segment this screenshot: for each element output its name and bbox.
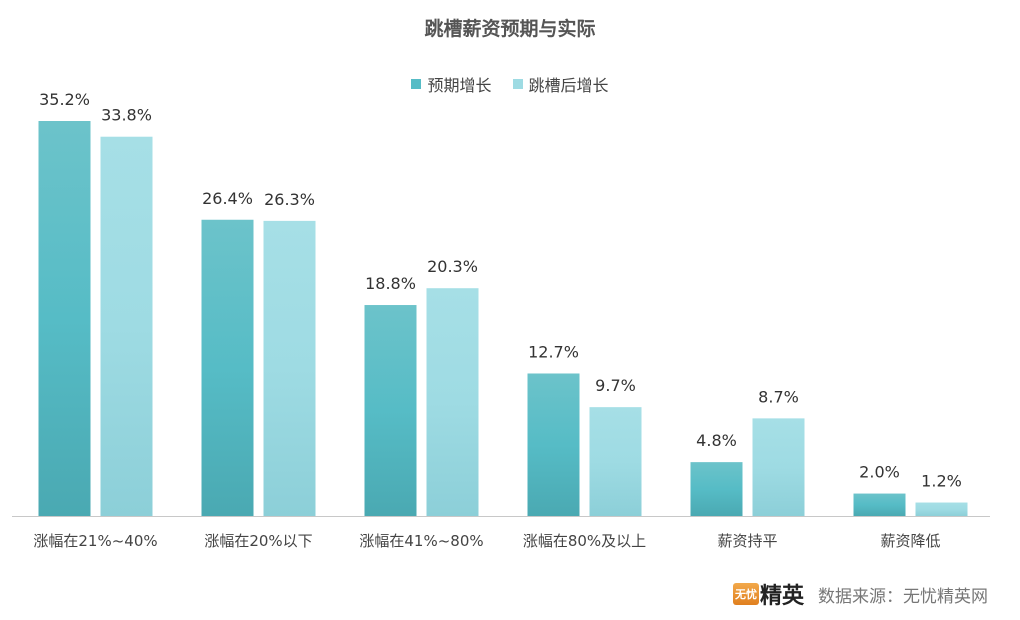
data-label: 26.3%	[264, 190, 315, 209]
data-label: 35.2%	[39, 90, 90, 109]
legend-label: 跳槽后增长	[528, 76, 609, 95]
data-label: 4.8%	[696, 431, 737, 450]
bar	[752, 418, 805, 516]
x-tick-label: 涨幅在20%以下	[204, 532, 312, 550]
logo: 无忧 精英	[732, 583, 804, 609]
legend-label: 预期增长	[427, 76, 492, 95]
x-tick-label: 薪资降低	[880, 532, 940, 550]
x-tick-label: 涨幅在41%~80%	[359, 532, 483, 550]
bar	[426, 288, 479, 516]
data-label: 18.8%	[365, 274, 416, 293]
data-label: 26.4%	[202, 189, 253, 208]
x-tick-label: 涨幅在21%~40%	[33, 532, 157, 550]
legend: 预期增长 跳槽后增长	[0, 72, 1020, 96]
data-label: 20.3%	[427, 257, 478, 276]
legend-item-expected: 预期增长	[411, 72, 491, 96]
data-label: 1.2%	[921, 472, 962, 491]
bar	[100, 136, 153, 517]
bar	[527, 373, 580, 516]
source-credit: 无忧 精英 数据来源：无忧精英网	[732, 578, 988, 610]
bar	[263, 220, 316, 516]
data-label: 12.7%	[528, 342, 579, 361]
data-label: 2.0%	[859, 463, 900, 482]
x-tick-label: 涨幅在80%及以上	[523, 532, 646, 550]
bar	[201, 219, 254, 516]
legend-swatch	[411, 79, 422, 89]
bar	[589, 407, 642, 516]
data-label: 33.8%	[101, 106, 152, 125]
chart-title: 跳槽薪资预期与实际	[424, 18, 596, 40]
source-text: 数据来源：无忧精英网	[818, 586, 988, 607]
bar	[38, 121, 91, 516]
bar	[915, 502, 968, 516]
bar	[853, 493, 906, 516]
legend-item-actual: 跳槽后增长	[512, 72, 609, 96]
bar	[364, 305, 417, 516]
data-label: 8.7%	[758, 387, 799, 406]
x-tick-label: 薪资持平	[717, 532, 777, 550]
data-label: 9.7%	[595, 376, 636, 395]
bar	[690, 462, 743, 516]
legend-swatch	[512, 79, 523, 89]
